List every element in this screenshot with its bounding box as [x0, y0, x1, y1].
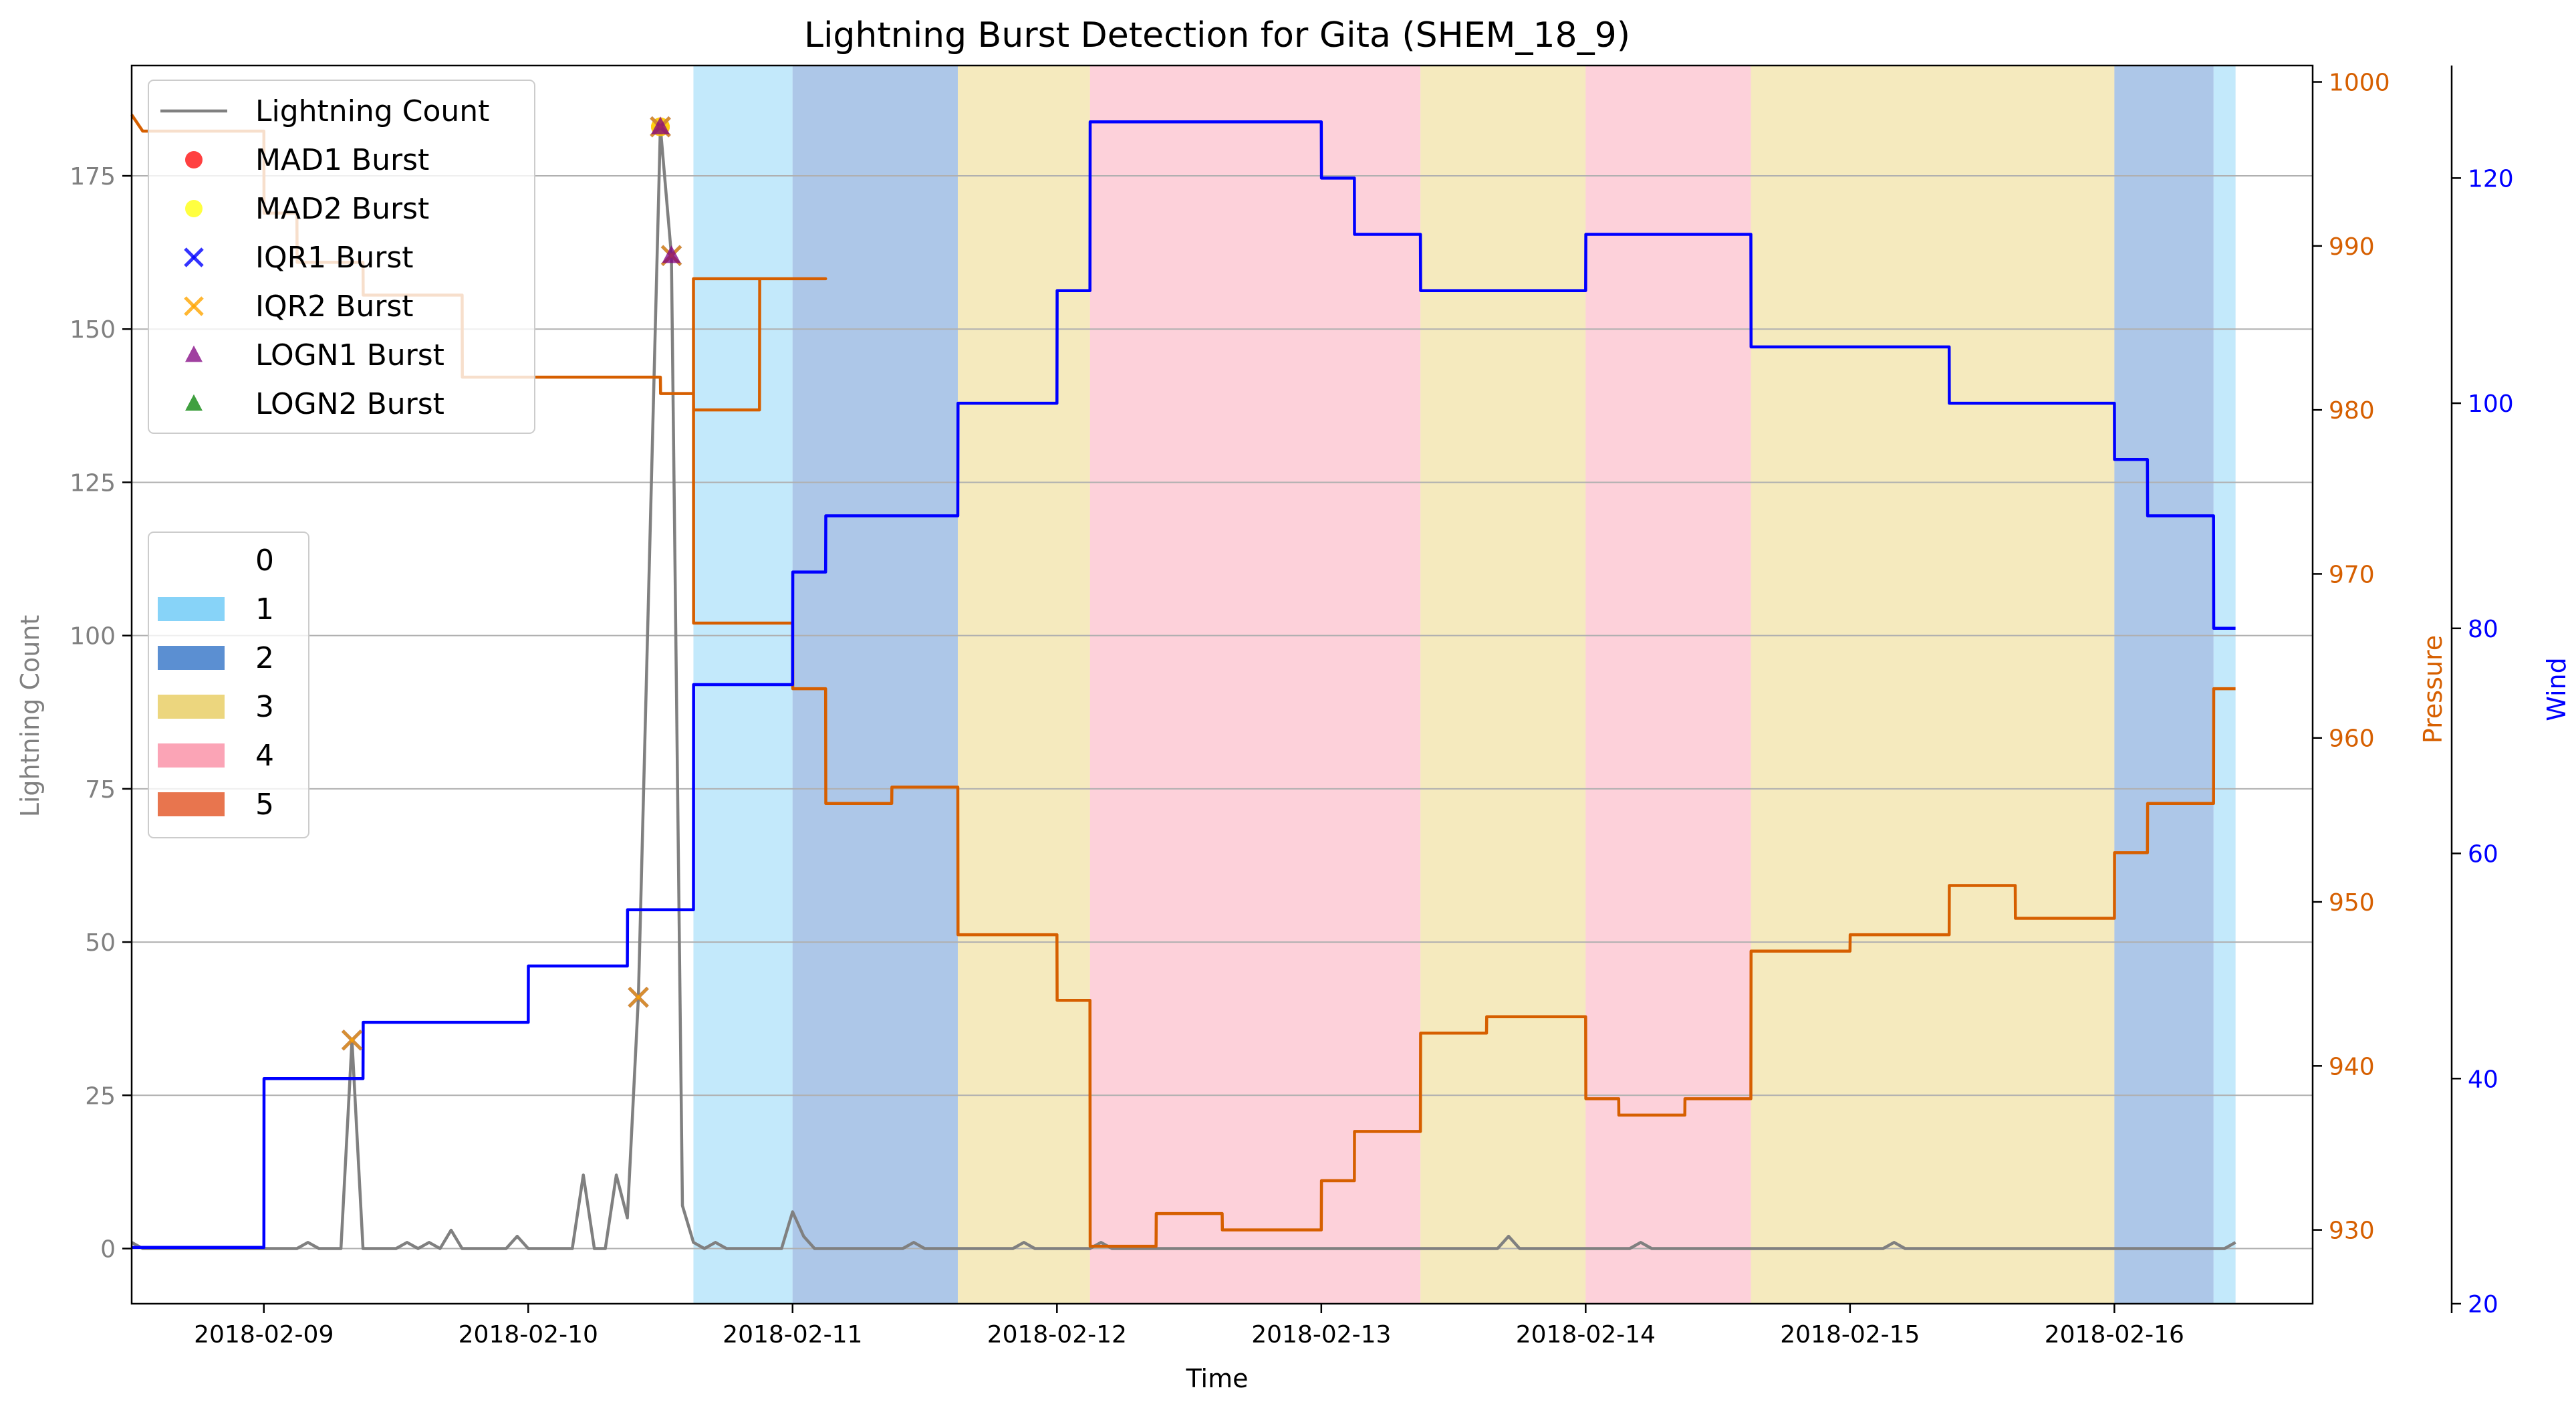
category-bands: [693, 66, 2236, 1304]
legend-swatch-logn1-burst: [185, 345, 203, 362]
y-tick-label-wind: 100: [2468, 390, 2514, 418]
y-tick-label-wind: 40: [2468, 1066, 2498, 1093]
legend-category-label: 3: [255, 690, 274, 724]
legend-swatch-mad2-burst: [185, 200, 203, 217]
legend-swatch-iqr1-burst-stroke: [184, 247, 204, 267]
plot-frame: [130, 64, 2314, 1305]
legend-swatch-iqr1-burst: [184, 247, 204, 267]
legend-swatch-category-4: [158, 743, 225, 768]
legend-swatch-category-1: [158, 597, 225, 621]
y-tick-label-pressure: 960: [2329, 725, 2375, 753]
legend-series-label: LOGN2 Burst: [255, 387, 444, 421]
category-band-4: [1585, 66, 1751, 1304]
x-tick-label: 2018-02-16: [2045, 1321, 2184, 1349]
y-tick-label-pressure: 980: [2329, 397, 2375, 425]
y-axis-label-lightning: Lightning Count: [15, 615, 45, 818]
y-tick-label-lightning: 125: [70, 469, 116, 497]
legend-swatch-category-3: [158, 695, 225, 719]
y-tick-label-lightning: 0: [100, 1236, 116, 1263]
legend-category-label: 2: [255, 641, 274, 675]
y-axis-label-pressure: Pressure: [2418, 635, 2448, 743]
burst-marker-logn1-burst: [662, 245, 681, 263]
category-band-1: [2213, 66, 2236, 1304]
y-tick-label-lightning: 25: [85, 1082, 116, 1110]
category-band-3: [957, 66, 1090, 1304]
y-tick-label-wind: 60: [2468, 841, 2498, 868]
x-tick-label: 2018-02-09: [194, 1321, 334, 1349]
y-tick-label-lightning: 50: [85, 929, 116, 957]
series-line-wind: [132, 120, 2236, 1250]
legend-series: Lightning Count MAD1 Burst MAD2 Burst IQR1 …: [148, 80, 535, 434]
legend-swatch-logn2-burst: [185, 394, 203, 411]
x-tick-label: 2018-02-10: [459, 1321, 598, 1349]
legend-series-label: MAD2 Burst: [255, 192, 429, 226]
legend-category-label: 5: [255, 788, 274, 822]
y-tick-label-wind: 80: [2468, 616, 2498, 643]
legend-categories-box: [148, 532, 309, 838]
x-tick-label: 2018-02-15: [1780, 1321, 1920, 1349]
legend-category-label: 0: [255, 544, 274, 578]
y-tick-label-lightning: 75: [85, 776, 116, 804]
x-tick-label: 2018-02-14: [1516, 1321, 1656, 1349]
legend-series-label: IQR1 Burst: [255, 241, 414, 275]
y-tick-label-pressure: 970: [2329, 561, 2375, 588]
legend-categories: 0 1 2 3 4 5: [148, 532, 309, 838]
axes: 2018-02-09 2018-02-10 2018-02-11 2018-02-12…: [70, 64, 2514, 1349]
legend-swatch-category-5: [158, 792, 225, 816]
burst-markers: [341, 116, 682, 1051]
y-tick-label-pressure: 990: [2329, 233, 2375, 261]
y-axis-label-wind: Wind: [2542, 657, 2571, 721]
y-tick-label-pressure: 1000: [2329, 70, 2390, 97]
x-tick-label: 2018-02-13: [1251, 1321, 1391, 1349]
y-tick-label-wind: 120: [2468, 165, 2514, 193]
legend-category-label: 4: [255, 739, 274, 773]
x-tick-label: 2018-02-12: [987, 1321, 1127, 1349]
category-band-2: [2114, 66, 2214, 1304]
category-band-3: [1420, 66, 1586, 1304]
legend-swatch-iqr2-burst-stroke: [184, 296, 204, 316]
burst-marker-iqr2-burst-stroke: [628, 986, 649, 1008]
y-tick-label-pressure: 940: [2329, 1053, 2375, 1080]
series-line-pressure: [130, 114, 2236, 1248]
legend-swatch-iqr2-burst: [184, 296, 204, 316]
burst-marker-logn1-burst: [651, 116, 670, 134]
y-tick-label-lightning: 150: [70, 316, 116, 344]
burst-marker-iqr2-burst: [628, 986, 649, 1008]
category-band-2: [792, 66, 958, 1304]
y-tick-label-wind: 20: [2468, 1291, 2498, 1318]
legend-swatch-category-2: [158, 646, 225, 670]
x-axis-label: Time: [1186, 1364, 1249, 1393]
legend-swatch-mad1-burst: [185, 151, 203, 168]
y-tick-label-pressure: 930: [2329, 1217, 2375, 1245]
burst-marker-iqr2-burst: [341, 1029, 363, 1051]
legend-series-label: IQR2 Burst: [255, 289, 414, 324]
series-lines: [130, 114, 2236, 1250]
legend-series-label: Lightning Count: [255, 94, 489, 128]
y-tick-label-pressure: 950: [2329, 889, 2375, 917]
legend-category-label: 1: [255, 592, 274, 626]
category-band-3: [1751, 66, 2115, 1304]
burst-marker-iqr2-burst-stroke: [341, 1029, 363, 1051]
y-tick-label-lightning: 100: [70, 623, 116, 651]
x-tick-label: 2018-02-11: [723, 1321, 862, 1349]
series-line-lightning-count: [130, 125, 2236, 1250]
legend-series-label: LOGN1 Burst: [255, 338, 444, 372]
y-tick-label-lightning: 175: [70, 163, 116, 191]
chart-title: Lightning Burst Detection for Gita (SHEM…: [804, 15, 1630, 55]
category-band-4: [1089, 66, 1421, 1304]
legend-series-box: [148, 80, 535, 434]
legend-series-label: MAD1 Burst: [255, 143, 429, 177]
